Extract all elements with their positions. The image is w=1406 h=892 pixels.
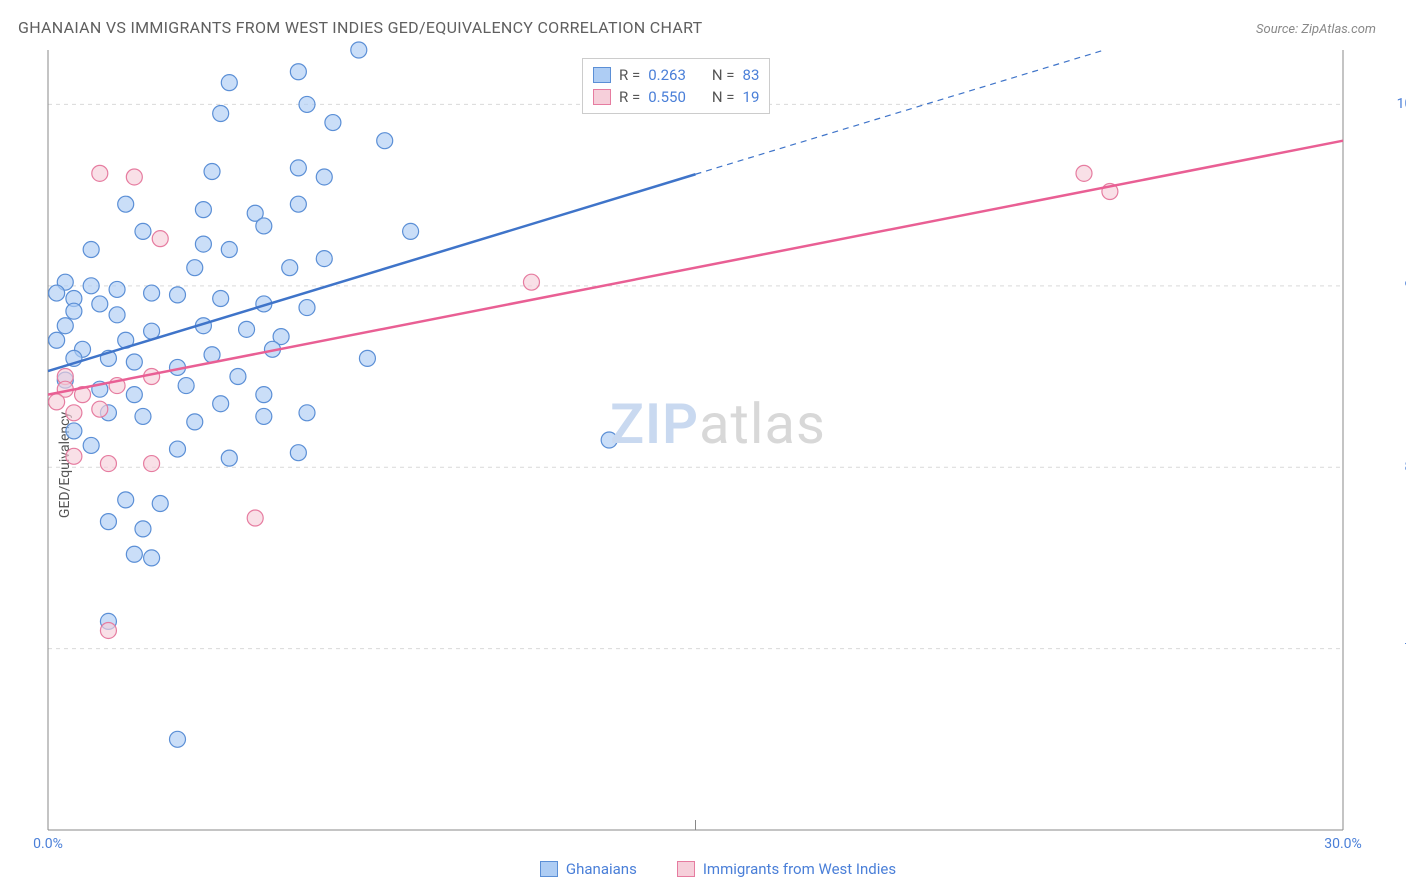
source-attribution: Source: ZipAtlas.com <box>1256 22 1376 37</box>
legend-swatch-ghanaians <box>540 861 558 877</box>
stat-row-west-indies: R = 0.550 N = 19 <box>593 86 759 108</box>
stat-legend: R = 0.263 N = 83 R = 0.550 N = 19 <box>582 58 770 114</box>
chart-container: GED/Equivalency ZIPatlas R = 0.263 N = 8… <box>18 50 1388 880</box>
chart-title: GHANAIAN VS IMMIGRANTS FROM WEST INDIES … <box>18 18 702 37</box>
x-tick-label: 0.0% <box>33 836 63 852</box>
legend-label-ghanaians: Ghanaians <box>566 860 637 878</box>
stat-row-ghanaians: R = 0.263 N = 83 <box>593 64 759 86</box>
legend-label-west-indies: Immigrants from West Indies <box>703 860 896 878</box>
swatch-ghanaians <box>593 67 611 83</box>
bottom-legend: Ghanaians Immigrants from West Indies <box>48 860 1388 878</box>
swatch-west-indies <box>593 89 611 105</box>
plot-area: ZIPatlas R = 0.263 N = 83 R = 0.550 N = … <box>48 50 1388 830</box>
x-tick-label: 30.0% <box>1324 836 1362 852</box>
y-tick-label: 100.0% <box>1397 96 1406 112</box>
legend-item-west-indies: Immigrants from West Indies <box>677 860 896 878</box>
legend-swatch-west-indies <box>677 861 695 877</box>
legend-item-ghanaians: Ghanaians <box>540 860 637 878</box>
